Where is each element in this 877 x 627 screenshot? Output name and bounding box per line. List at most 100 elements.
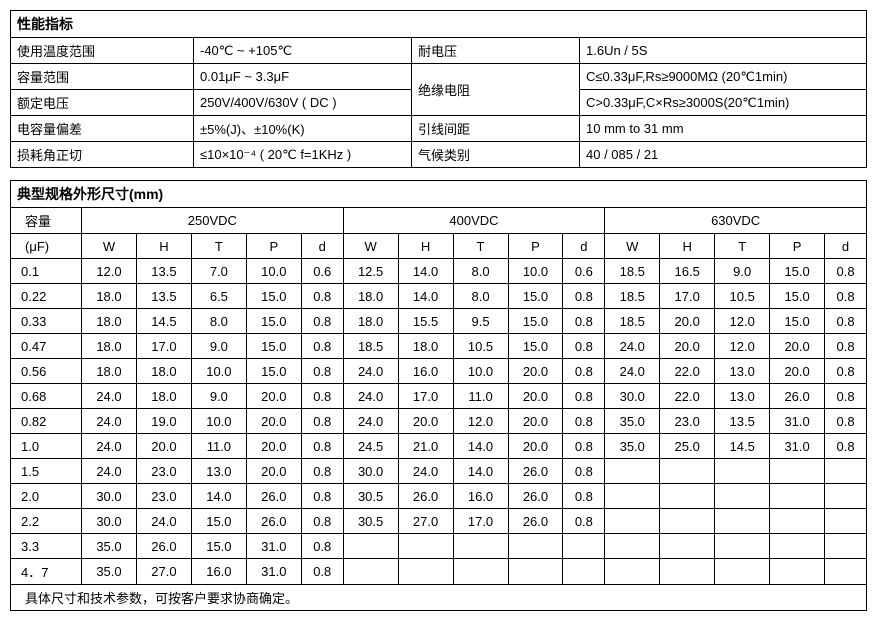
table-row: 1.024.020.011.020.00.824.521.014.020.00.…: [11, 434, 867, 459]
dim-cell: 0.8: [825, 284, 867, 309]
dim-cell: [343, 534, 398, 559]
dim-cell: 10.5: [453, 334, 508, 359]
dim-cell: [398, 534, 453, 559]
dim-cell: 0.6: [563, 259, 605, 284]
dim-cell: 23.0: [136, 459, 191, 484]
dim-cell: 0.8: [301, 334, 343, 359]
dim-cell: 12.0: [715, 334, 770, 359]
dim-cell: [605, 534, 660, 559]
dim-col-head: P: [508, 234, 563, 259]
dim-cell: 20.0: [136, 434, 191, 459]
dim-cell: 26.0: [508, 509, 563, 534]
specs-title: 性能指标: [11, 11, 867, 38]
dim-cell: 15.0: [246, 284, 301, 309]
dim-cell: [508, 559, 563, 585]
dim-cell: 0.8: [301, 509, 343, 534]
dim-cell: 15.0: [191, 509, 246, 534]
dim-cell: 30.0: [605, 384, 660, 409]
dim-cell: 13.0: [191, 459, 246, 484]
dim-cell: 15.5: [398, 309, 453, 334]
dim-cell: [825, 534, 867, 559]
dim-cell: 24.0: [605, 334, 660, 359]
dim-cell: 0.8: [301, 309, 343, 334]
table-row: 3.335.026.015.031.00.8: [11, 534, 867, 559]
spec-value: 0.01μF ~ 3.3μF: [194, 64, 412, 90]
dim-cell: [508, 534, 563, 559]
dim-cell: 26.0: [770, 384, 825, 409]
dim-cell: 12.0: [715, 309, 770, 334]
spec-value: ±5%(J)、±10%(K): [194, 116, 412, 142]
spec-value: 10 mm to 31 mm: [580, 116, 867, 142]
dim-cell: 15.0: [246, 359, 301, 384]
dim-cell: 26.0: [246, 509, 301, 534]
dim-cell: 18.0: [398, 334, 453, 359]
dim-cap-cell: 3.3: [11, 534, 82, 559]
spec-value: C≤0.33μF,Rs≥9000MΩ (20℃1min): [580, 64, 867, 90]
dim-cell: 0.8: [563, 284, 605, 309]
dim-cell: [453, 559, 508, 585]
dim-cell: 15.0: [246, 309, 301, 334]
dim-cell: [660, 459, 715, 484]
dim-cell: 10.0: [191, 409, 246, 434]
dim-col-head: d: [563, 234, 605, 259]
dim-cell: 10.0: [191, 359, 246, 384]
dim-cell: 13.5: [136, 284, 191, 309]
dim-cell: 15.0: [770, 259, 825, 284]
table-row: 4．735.027.016.031.00.8: [11, 559, 867, 585]
dim-cell: [770, 559, 825, 585]
dim-cell: 20.0: [508, 359, 563, 384]
dim-col-head: W: [605, 234, 660, 259]
dim-cell: 26.0: [508, 459, 563, 484]
spec-label: 损耗角正切: [11, 142, 194, 168]
dim-cell: 16.0: [453, 484, 508, 509]
dim-cell: 0.8: [825, 259, 867, 284]
dim-cell: [715, 459, 770, 484]
spec-value: ≤10×10⁻⁴ ( 20℃ f=1KHz ): [194, 142, 412, 168]
dim-cell: 18.5: [343, 334, 398, 359]
dim-cap-cell: 4．7: [11, 559, 82, 585]
dim-cell: 24.0: [343, 359, 398, 384]
dim-cell: 18.0: [343, 309, 398, 334]
dim-cell: 13.5: [136, 259, 191, 284]
dim-cell: 30.5: [343, 484, 398, 509]
dim-col-head: H: [136, 234, 191, 259]
dim-cell: 8.0: [191, 309, 246, 334]
dim-col-head: d: [301, 234, 343, 259]
dim-cell: 0.8: [825, 384, 867, 409]
spec-value: -40℃ ~ +105℃: [194, 38, 412, 64]
dim-cell: 0.8: [825, 434, 867, 459]
dim-cell: 20.0: [246, 384, 301, 409]
dim-cap-cell: 1.5: [11, 459, 82, 484]
table-row: 0.4718.017.09.015.00.818.518.010.515.00.…: [11, 334, 867, 359]
dim-cell: 35.0: [605, 434, 660, 459]
dim-cell: 20.0: [770, 359, 825, 384]
dim-cell: 24.0: [82, 459, 137, 484]
dim-cell: 24.5: [343, 434, 398, 459]
table-row: 0.5618.018.010.015.00.824.016.010.020.00…: [11, 359, 867, 384]
dim-cell: 0.8: [301, 434, 343, 459]
dim-cell: [343, 559, 398, 585]
dim-cell: 24.0: [398, 459, 453, 484]
dim-cell: 31.0: [246, 559, 301, 585]
spec-label: 绝缘电阻: [412, 64, 580, 116]
dim-cap-head2: (μF): [11, 234, 82, 259]
dim-cap-cell: 0.22: [11, 284, 82, 309]
dim-col-head: W: [82, 234, 137, 259]
dim-cell: 8.0: [453, 259, 508, 284]
dim-cell: 0.8: [563, 409, 605, 434]
dim-cell: 0.8: [301, 534, 343, 559]
dim-cell: 19.0: [136, 409, 191, 434]
dim-cap-cell: 0.68: [11, 384, 82, 409]
dimensions-table: 典型规格外形尺寸(mm) 容量 250VDC 400VDC 630VDC (μF…: [10, 180, 867, 611]
dim-cell: 18.5: [605, 284, 660, 309]
dim-cell: 20.0: [660, 309, 715, 334]
dim-cell: [605, 484, 660, 509]
dim-footnote: 具体尺寸和技术参数，可按客户要求协商确定。: [11, 585, 867, 611]
dim-cell: 10.0: [508, 259, 563, 284]
dim-cell: [770, 459, 825, 484]
dim-cell: 0.8: [825, 359, 867, 384]
dim-cell: 20.0: [508, 409, 563, 434]
dim-cell: 0.6: [301, 259, 343, 284]
dim-cap-cell: 0.82: [11, 409, 82, 434]
dim-cell: [660, 534, 715, 559]
